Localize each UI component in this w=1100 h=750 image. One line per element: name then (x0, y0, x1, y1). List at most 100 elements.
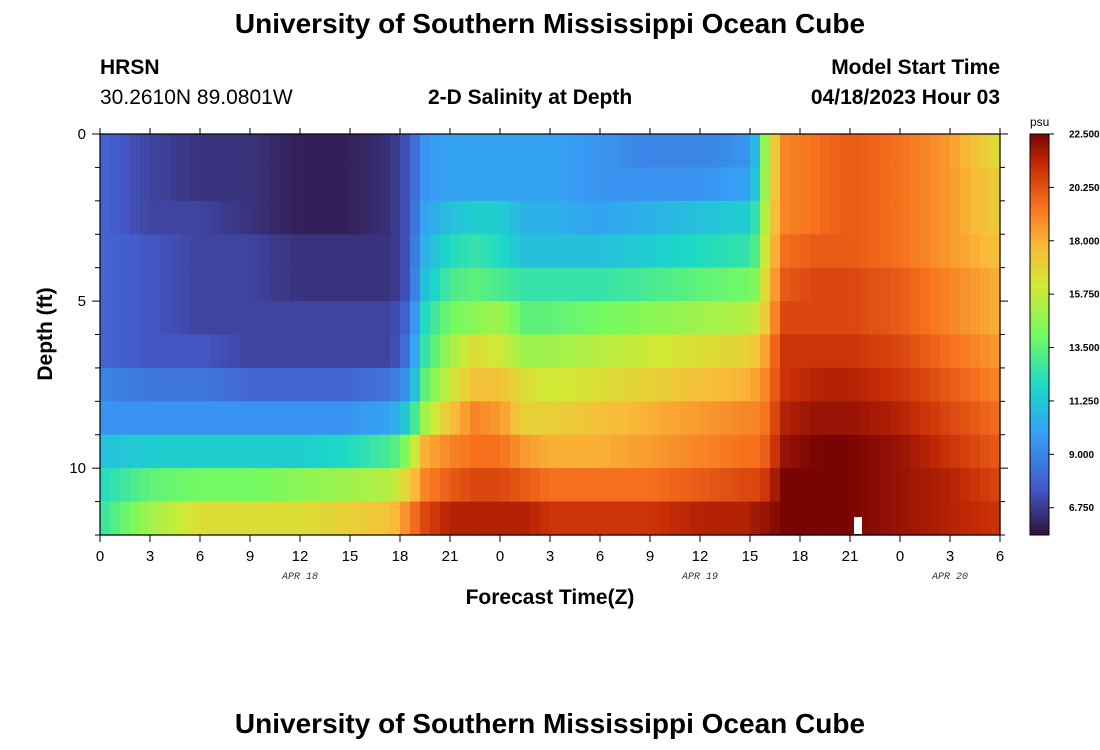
heatmap-cell (790, 234, 801, 269)
heatmap-cell (630, 334, 641, 369)
heatmap-cell (820, 134, 831, 169)
heatmap-cell (920, 301, 931, 336)
heatmap-cell (300, 401, 311, 436)
heatmap-cell (960, 401, 971, 436)
heatmap-cell (950, 200, 961, 235)
heatmap-cell (360, 501, 371, 536)
heatmap-cell (480, 234, 491, 269)
heatmap-cell (190, 167, 201, 202)
heatmap-cell (310, 367, 321, 402)
heatmap-cell (250, 301, 261, 336)
heatmap-cell (340, 234, 351, 269)
heatmap-cell (380, 234, 391, 269)
heatmap-cell (720, 167, 731, 202)
heatmap-cell (760, 334, 771, 369)
heatmap-cell (560, 501, 571, 536)
heatmap-cell (590, 301, 601, 336)
heatmap-cell (240, 267, 251, 302)
heatmap-cell (520, 334, 531, 369)
heatmap-cell (690, 367, 701, 402)
heatmap-cell (500, 200, 511, 235)
heatmap-cell (860, 401, 871, 436)
heatmap-cell (290, 334, 301, 369)
heatmap-cell (640, 501, 651, 536)
heatmap-cell (770, 434, 781, 469)
heatmap-cell (560, 234, 571, 269)
heatmap-cell (440, 434, 451, 469)
heatmap-cell (350, 301, 361, 336)
heatmap-cell (620, 167, 631, 202)
heatmap-cell (430, 367, 441, 402)
heatmap-cell (340, 501, 351, 536)
heatmap-cell (390, 267, 401, 302)
heatmap-cell (880, 501, 891, 536)
heatmap-cell (400, 468, 411, 503)
heatmap-cell (230, 367, 241, 402)
heatmap-cell (350, 167, 361, 202)
heatmap-cell (230, 134, 241, 169)
heatmap-cell (780, 234, 791, 269)
heatmap-cell (540, 167, 551, 202)
heatmap-cell (400, 334, 411, 369)
heatmap-cell (190, 134, 201, 169)
heatmap-cell (700, 468, 711, 503)
heatmap-cell (960, 134, 971, 169)
heatmap-cell (430, 434, 441, 469)
heatmap-cell (480, 367, 491, 402)
heatmap-cell (900, 301, 911, 336)
heatmap-cell (390, 234, 401, 269)
heatmap-cell (800, 401, 811, 436)
heatmap-cell (770, 401, 781, 436)
heatmap-cell (240, 501, 251, 536)
heatmap-cell (710, 334, 721, 369)
heatmap-cell (110, 434, 121, 469)
heatmap-cell (170, 501, 181, 536)
heatmap-cell (560, 367, 571, 402)
heatmap-cell (790, 468, 801, 503)
heatmap-cell (180, 134, 191, 169)
heatmap-cell (920, 501, 931, 536)
heatmap-cell (340, 334, 351, 369)
heatmap-cell (850, 401, 861, 436)
heatmap-cell (800, 234, 811, 269)
heatmap-cell (890, 167, 901, 202)
heatmap-cell (160, 367, 171, 402)
heatmap-cell (490, 401, 501, 436)
heatmap-cell (980, 200, 991, 235)
heatmap-cell (120, 468, 131, 503)
heatmap-cell (250, 367, 261, 402)
heatmap-cell (920, 134, 931, 169)
heatmap-cell (440, 334, 451, 369)
heatmap-cell (730, 167, 741, 202)
heatmap-cell (350, 401, 361, 436)
heatmap-cell (280, 301, 291, 336)
heatmap-cell (650, 501, 661, 536)
heatmap-cell (470, 434, 481, 469)
heatmap-cell (770, 468, 781, 503)
heatmap-cell (830, 301, 841, 336)
heatmap-cell (780, 434, 791, 469)
heatmap-cell (740, 501, 751, 536)
heatmap-cell (380, 468, 391, 503)
heatmap-cell (530, 167, 541, 202)
heatmap-cell (290, 234, 301, 269)
heatmap-cell (190, 434, 201, 469)
heatmap-cell (450, 434, 461, 469)
heatmap-cell (980, 234, 991, 269)
heatmap-cell (760, 134, 771, 169)
heatmap-cell (710, 367, 721, 402)
heatmap-cell (700, 200, 711, 235)
heatmap-cell (910, 134, 921, 169)
heatmap-cell (560, 200, 571, 235)
heatmap-cell (290, 468, 301, 503)
heatmap-cell (580, 200, 591, 235)
heatmap-cell (490, 367, 501, 402)
heatmap-cell (970, 434, 981, 469)
heatmap-cell (100, 267, 111, 302)
heatmap-cell (760, 468, 771, 503)
heatmap-cell (790, 401, 801, 436)
heatmap-cell (740, 200, 751, 235)
heatmap-cell (630, 167, 641, 202)
heatmap-cell (570, 134, 581, 169)
heatmap-cell (340, 367, 351, 402)
